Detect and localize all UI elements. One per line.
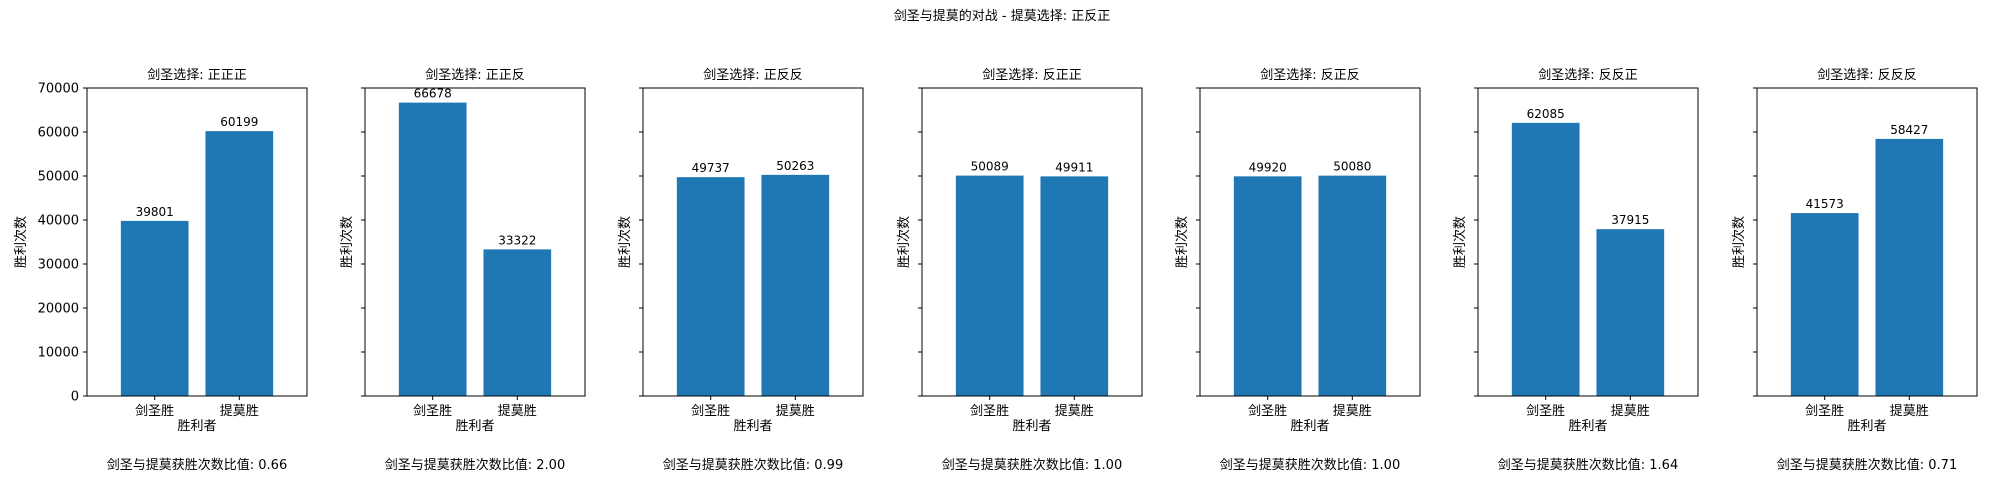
y-axis-label: 胜利次数: [617, 216, 633, 268]
panel-title: 剑圣选择: 反反反: [1817, 67, 1917, 83]
x-tick-label: 剑圣胜: [1805, 403, 1844, 419]
panel-title: 剑圣选择: 反反正: [1538, 67, 1638, 83]
y-tick-label: 60000: [38, 126, 79, 141]
bar-jiansheng: [1511, 122, 1580, 397]
bar-value-label: 60199: [220, 115, 258, 129]
bar-value-label: 50080: [1333, 160, 1371, 174]
x-tick-label: 提莫胜: [1611, 403, 1650, 419]
bar-timo: [761, 174, 830, 396]
bar-jiansheng: [398, 102, 467, 397]
panel-title: 剑圣选择: 正反反: [703, 67, 803, 83]
bar-jiansheng: [1233, 176, 1302, 396]
x-tick-label: 提莫胜: [1055, 403, 1094, 419]
axes-frame: [1199, 87, 1421, 397]
x-tick-label: 提莫胜: [776, 403, 815, 419]
x-axis-label: 胜利者: [1012, 419, 1051, 434]
x-axis-label: 胜利者: [1568, 419, 1607, 434]
bar-value-label: 49920: [1249, 160, 1287, 174]
x-tick-label: 剑圣胜: [135, 403, 174, 419]
axes-frame: [921, 87, 1143, 397]
bar-timo: [1318, 175, 1387, 396]
y-tick-label: 70000: [38, 82, 79, 97]
ratio-caption: 剑圣与提莫获胜次数比值: 1.64: [1498, 457, 1678, 473]
x-axis-label: 胜利者: [1290, 419, 1329, 434]
bar-value-label: 66678: [414, 87, 452, 101]
x-tick-label: 提莫胜: [1890, 403, 1929, 419]
panel-title: 剑圣选择: 正正正: [147, 67, 247, 83]
x-axis-label: 胜利者: [177, 419, 216, 434]
bar-timo: [1596, 229, 1665, 396]
x-axis-label: 胜利者: [1847, 419, 1886, 434]
bar-jiansheng: [955, 175, 1024, 396]
bar-jiansheng: [676, 177, 745, 396]
y-tick-label: 10000: [38, 346, 79, 361]
bar-value-label: 50263: [776, 159, 814, 173]
x-tick-label: 提莫胜: [220, 403, 259, 419]
bar-value-label: 49911: [1055, 160, 1093, 174]
bar-value-label: 41573: [1806, 197, 1844, 211]
x-tick-label: 剑圣胜: [1526, 403, 1565, 419]
axes-frame: [86, 87, 308, 397]
bar-value-label: 50089: [971, 160, 1009, 174]
chart-panel-1: 剑圣选择: 正正正 39801 剑圣胜 60199 提莫胜 0 10000 20000 3000…: [13, 67, 308, 473]
panel-title: 剑圣选择: 反正正: [982, 67, 1082, 83]
panel-title: 剑圣选择: 反正反: [1260, 67, 1360, 83]
ratio-caption: 剑圣与提莫获胜次数比值: 2.00: [385, 457, 565, 473]
bar-timo: [205, 131, 274, 397]
axes-frame: [1756, 87, 1978, 397]
x-axis-label: 胜利者: [455, 419, 494, 434]
y-tick-label: 30000: [38, 258, 79, 273]
bar-timo: [1875, 138, 1944, 396]
x-tick-label: 剑圣胜: [970, 403, 1009, 419]
y-axis-label: 胜利次数: [896, 216, 912, 268]
x-tick-label: 剑圣胜: [691, 403, 730, 419]
axes-frame: [1477, 87, 1699, 397]
x-tick-label: 提莫胜: [1333, 403, 1372, 419]
bar-jiansheng: [1790, 213, 1859, 396]
ratio-caption: 剑圣与提莫获胜次数比值: 1.00: [942, 457, 1122, 473]
x-tick-label: 提莫胜: [498, 403, 537, 419]
ratio-caption: 剑圣与提莫获胜次数比值: 1.00: [1220, 457, 1400, 473]
y-axis-label: 胜利次数: [1174, 216, 1190, 268]
ratio-caption: 剑圣与提莫获胜次数比值: 0.99: [663, 457, 843, 473]
y-tick-label: 50000: [38, 170, 79, 185]
y-tick-label: 20000: [38, 302, 79, 317]
chart-panels: 剑圣选择: 正正正 39801 剑圣胜 60199 提莫胜 0 10000 20000 3000…: [13, 67, 1978, 473]
bar-value-label: 33322: [498, 233, 536, 247]
bar-value-label: 58427: [1890, 123, 1928, 137]
panel-title: 剑圣选择: 正正反: [425, 67, 525, 83]
axes-frame: [364, 87, 586, 397]
bar-value-label: 39801: [136, 205, 174, 219]
y-tick-label: 0: [71, 390, 79, 405]
y-axis-label: 胜利次数: [1731, 216, 1747, 268]
figure-suptitle: 剑圣与提莫的对战 - 提莫选择: 正反正: [894, 8, 1110, 24]
ratio-caption: 剑圣与提莫获胜次数比值: 0.71: [1777, 457, 1957, 473]
bar-value-label: 62085: [1527, 107, 1565, 121]
x-tick-label: 剑圣胜: [1248, 403, 1287, 419]
ratio-caption: 剑圣与提莫获胜次数比值: 0.66: [107, 457, 287, 473]
bar-value-label: 37915: [1611, 213, 1649, 227]
bar-jiansheng: [120, 220, 189, 396]
y-tick-label: 40000: [38, 214, 79, 229]
axes-frame: [642, 87, 864, 397]
y-axis-label: 胜利次数: [13, 216, 29, 268]
bar-timo: [483, 249, 552, 396]
bar-value-label: 49737: [692, 161, 730, 175]
bar-timo: [1040, 176, 1109, 396]
y-axis-label: 胜利次数: [339, 216, 355, 268]
x-axis-label: 胜利者: [733, 419, 772, 434]
y-axis-label: 胜利次数: [1452, 216, 1468, 268]
x-tick-label: 剑圣胜: [413, 403, 452, 419]
